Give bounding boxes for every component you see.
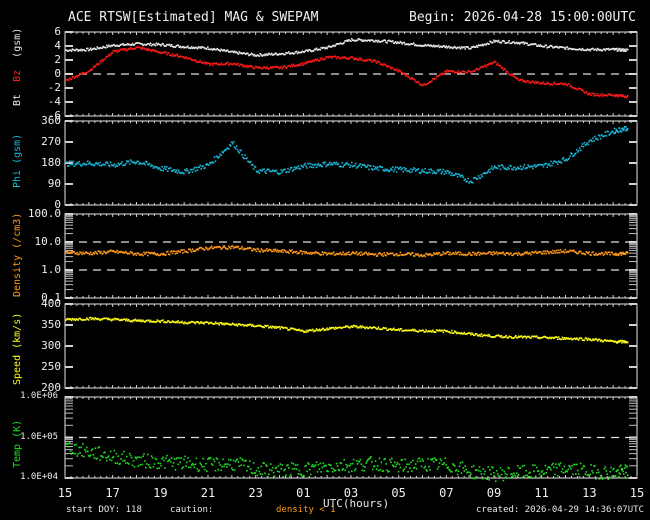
y-tick-label: 90 <box>47 177 61 190</box>
panel5-ylabel: Temp (K) <box>12 419 23 468</box>
x-tick-label: 09 <box>486 486 502 500</box>
y-tick-label: 250 <box>41 360 61 373</box>
y-tick-label: 300 <box>41 339 61 352</box>
caution-label: caution: <box>170 505 214 515</box>
y-tick-label: 1.0 <box>41 263 61 276</box>
created-time: created: 2026-04-29 14:36:07UTC <box>476 505 644 515</box>
x-tick-label: 23 <box>248 486 263 500</box>
y-tick-label: -6 <box>47 109 61 122</box>
y-tick-label: 400 <box>41 297 61 310</box>
y-tick-label: 200 <box>41 381 61 394</box>
y-tick-label: 0.1 <box>41 291 61 304</box>
y-tick-label: 4 <box>54 39 61 52</box>
x-tick-label: 11 <box>534 486 549 500</box>
y-tick-label: 180 <box>41 156 61 169</box>
panel-4-frame <box>64 303 638 389</box>
x-axis-label: UTC(hours) <box>323 497 390 510</box>
y-tick-label: 2 <box>54 53 61 66</box>
y-tick-label: 270 <box>41 135 61 148</box>
x-tick-label: 21 <box>200 486 216 500</box>
x-tick-label: 07 <box>439 486 454 500</box>
x-tick-label: 19 <box>153 486 168 500</box>
y-tick-label: 350 <box>41 318 61 331</box>
y-tick-label: -2 <box>47 81 61 94</box>
y-tick-label: 100.0 <box>27 207 61 220</box>
x-tick-label: 13 <box>582 486 597 500</box>
y-tick-label: 360 <box>41 114 61 127</box>
y-tick-label: 1.0E+05 <box>20 431 58 442</box>
start-doy: start DOY: 118 <box>66 505 142 515</box>
y-tick-label: 0 <box>54 198 61 211</box>
density-caution: density < 1 <box>276 505 336 515</box>
y-tick-label: 1.0E+06 <box>20 391 58 401</box>
x-tick-label: 17 <box>105 486 120 500</box>
x-tick-label: 01 <box>296 486 311 500</box>
begin-time: Begin: 2026-04-28 15:00:00UTC <box>409 10 636 25</box>
y-tick-label: 0 <box>54 67 61 80</box>
y-tick-label: -4 <box>47 95 61 108</box>
x-tick-label: 05 <box>391 486 406 500</box>
y-tick-label: 1.0E+04 <box>20 472 58 482</box>
y-tick-label: 10.0 <box>34 235 62 248</box>
panel3-ylabel: Density (/cm3) <box>12 212 23 297</box>
x-tick-label: 15 <box>57 486 73 500</box>
chart-title: ACE RTSW[Estimated] MAG & SWEPAM <box>68 10 319 25</box>
x-tick-label: 15 <box>629 486 645 500</box>
panel-3-frame <box>64 213 638 299</box>
y-tick-label: 6 <box>54 25 61 38</box>
x-tick-label: 03 <box>343 486 359 500</box>
